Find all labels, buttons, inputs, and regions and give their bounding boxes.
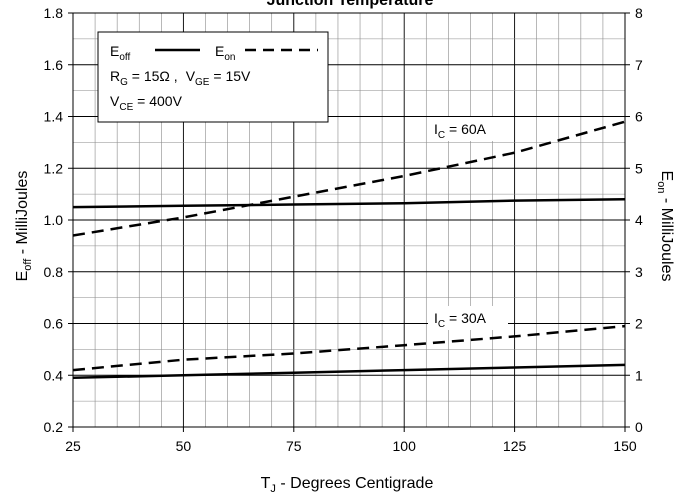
annotation-60a: IC = 60A: [428, 117, 508, 141]
y-right-tick-label: 2: [635, 316, 643, 332]
annotation-60a-text: IC = 60A: [434, 121, 487, 141]
tick-labels: 25 50 75 100 125 1500.20.40.60.81.01.21.41.61…: [44, 5, 643, 454]
annotation-30a-bg: [428, 306, 508, 330]
series-group: [72, 120, 626, 380]
annotation-30a: IC = 30A: [428, 306, 508, 330]
y-right-tick-label: 8: [635, 5, 643, 21]
y-right-tick-label: 4: [635, 212, 643, 228]
x-tick-label: 125: [503, 438, 527, 454]
legend-eon-label: Eon: [215, 43, 235, 63]
y-right-tick-label: 6: [635, 109, 643, 125]
x-tick-label: 50: [176, 438, 192, 454]
chart-title: Junction Temperature: [267, 0, 434, 9]
series-line-eon-30a: [72, 324, 626, 372]
legend-eoff-label: Eoff: [110, 43, 131, 63]
x-axis-title: TJ - Degrees Centigrade: [261, 475, 434, 495]
y-left-tick-label: 1.4: [44, 109, 64, 125]
series-line-eoff-30a: [72, 363, 626, 380]
y-right-tick-label: 7: [635, 57, 643, 73]
legend-vce: VCE = 400V: [110, 93, 183, 113]
y-left-tick-label: 1.2: [44, 160, 64, 176]
y-left-tick-label: 1.0: [44, 212, 64, 228]
y-left-tick-label: 1.8: [44, 5, 64, 21]
y-right-tick-label: 1: [635, 367, 643, 383]
y-right-tick-label: 0: [635, 419, 643, 435]
x-tick-label: 75: [286, 438, 302, 454]
x-tick-label: 150: [613, 438, 637, 454]
x-tick-label: 100: [393, 438, 417, 454]
y-left-tick-label: 0.6: [44, 316, 64, 332]
series-line-eon-60a: [72, 120, 626, 237]
y-right-tick-label: 3: [635, 264, 643, 280]
x-tick-label: 25: [65, 438, 81, 454]
y-axis-left-title: Eoff - MilliJoules: [14, 171, 34, 282]
legend-box: [97, 31, 329, 123]
legend-rg-vge: RG = 15Ω , VGE = 15V: [110, 68, 251, 88]
annotation-60a-bg: [428, 117, 508, 141]
series-line-eoff-60a: [72, 198, 626, 209]
y-right-tick-label: 5: [635, 160, 643, 176]
y-left-tick-label: 1.6: [44, 57, 64, 73]
y-axis-right-title: Eon - MilliJoules: [655, 171, 675, 282]
annotation-30a-text: IC = 30A: [434, 310, 487, 330]
y-left-tick-label: 0.2: [44, 419, 64, 435]
y-left-tick-label: 0.4: [44, 367, 64, 383]
legend: Eoff Eon RG = 15Ω , VGE = 15V VCE = 400V: [97, 31, 329, 123]
y-left-tick-label: 0.8: [44, 264, 64, 280]
